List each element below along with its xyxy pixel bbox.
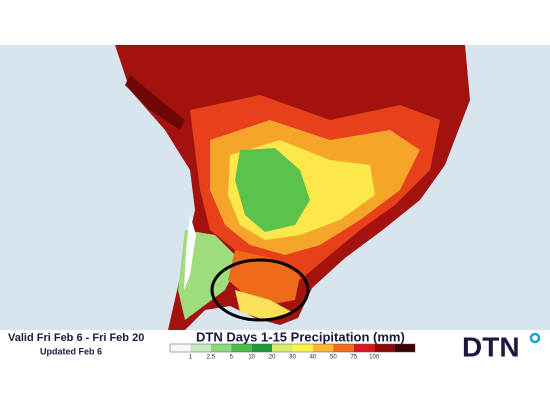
colorbar-tick-label: 50 (330, 355, 337, 361)
colorbar-swatch (231, 344, 252, 352)
colorbar-swatch (374, 344, 395, 352)
colorbar-border (169, 343, 416, 353)
colorbar-tick-label: 20 (269, 355, 276, 361)
colorbar-tick-label: 5 (230, 355, 234, 361)
colorbar-tick-label: 40 (310, 355, 317, 361)
continent (115, 45, 470, 330)
colorbar-tick-label: 75 (350, 355, 357, 361)
colorbar-swatch (292, 344, 313, 352)
legend-title: DTN Days 1-15 Precipitation (mm) (196, 329, 405, 344)
colorbar-tick-label: 1 (189, 355, 193, 361)
colorbar-tick-label: 2.5 (207, 355, 216, 361)
colorbar-swatch (333, 344, 354, 352)
colorbar-tick-label: 10 (248, 355, 255, 361)
highlight-circle (210, 258, 310, 322)
colorbar-swatch (170, 344, 191, 352)
colorbar-tick-label: 100 (369, 355, 380, 361)
colorbar-swatch (272, 344, 293, 352)
colorbar-swatch (210, 344, 232, 352)
updated-date: Updated Feb 6 (40, 346, 102, 356)
valid-dates: Valid Fri Feb 6 - Fri Feb 20 (8, 332, 144, 344)
logo-dot (529, 332, 541, 344)
colorbar-swatch (190, 344, 211, 352)
colorbar-swatch (394, 344, 415, 352)
colorbar-swatch (353, 344, 375, 352)
colorbar: 1 2.5 5 10 20 30 40 50 75 100 (169, 343, 416, 361)
colorbar-tick-label: 30 (289, 355, 296, 361)
colorbar-swatch (312, 344, 334, 352)
colorbar-swatch (251, 344, 273, 352)
logo: DTN (462, 331, 520, 362)
